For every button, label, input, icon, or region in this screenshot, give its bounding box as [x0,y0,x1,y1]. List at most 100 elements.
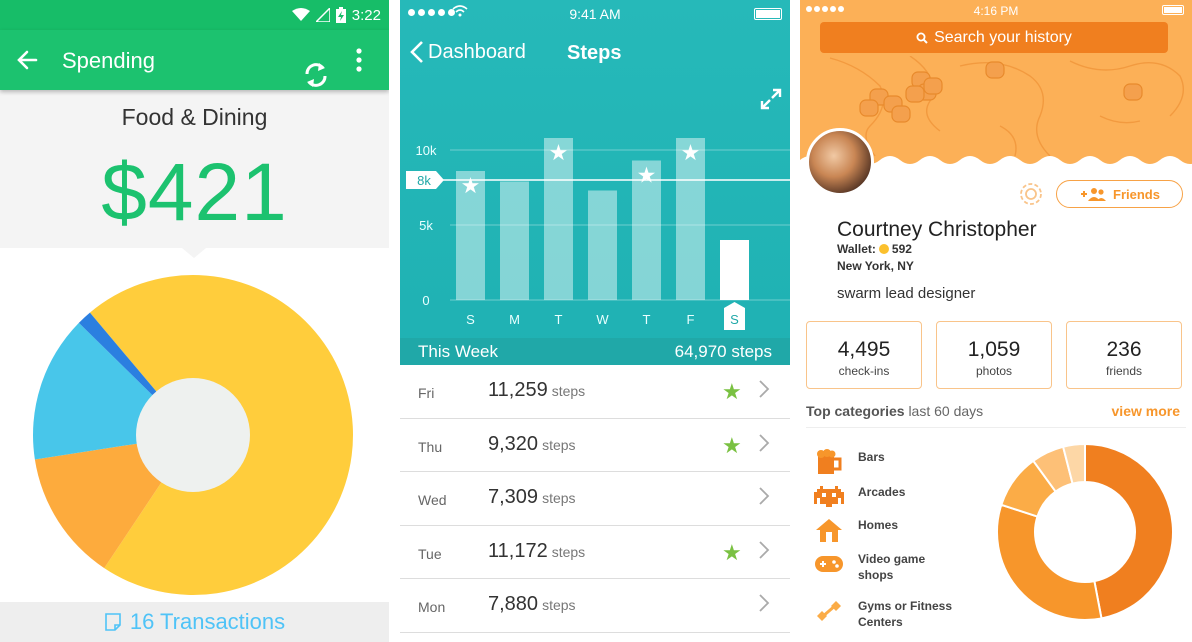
chevron-right-icon [759,487,770,505]
back-button[interactable]: Dashboard [410,40,526,64]
chevron-right-icon [759,380,770,398]
beer-mug-icon [817,449,842,474]
top-categories-header: Top categories last 60 days view more [806,403,1186,419]
day-steps-value: 7,880 [488,593,539,615]
category-item-bars[interactable]: Bars [814,449,885,475]
day-steps-value: 7,309 [488,486,539,508]
week-total: 64,970 steps [674,342,772,361]
day-row[interactable]: Thu 9,320 steps ★ [400,419,790,472]
goal-star-icon: ★ [637,163,657,188]
x-tick-label: T [643,312,651,327]
category-label: Bars [858,450,885,464]
category-donut-chart[interactable] [990,444,1180,620]
world-map-checkins[interactable] [800,56,1192,176]
profile-screen: 4:16 PM Search your history [800,0,1192,642]
x-tick-label: T [555,312,563,327]
category-item-video-game-shops[interactable]: Video game shops [814,551,925,583]
category-label: Video game [858,552,926,566]
step-bar[interactable] [676,138,705,300]
stat-label: photos [975,364,1013,378]
category-summary: Food & Dining $421 [0,90,389,258]
x-tick-label: F [687,312,695,327]
chevron-left-icon [410,41,423,63]
spending-pie-chart[interactable] [30,272,356,598]
stat-photos[interactable]: 1,059 photos [936,321,1052,389]
app-bar: Spending [0,30,389,90]
stat-label: check-ins [838,364,890,378]
status-bar: 4:16 PM [800,0,1192,22]
stat-friends[interactable]: 236 friends [1066,321,1182,389]
search-history-bar[interactable]: Search your history [820,22,1168,53]
chevron-right-icon [759,594,770,612]
back-arrow-icon[interactable] [14,44,42,76]
stat-label: friends [1105,364,1143,378]
coin-icon [878,244,889,254]
day-label: Wed [418,492,447,508]
x-tick-label: S [466,312,475,327]
day-steps-unit: steps [551,543,586,560]
profile-header: 4:16 PM Search your history [800,0,1192,176]
more-vert-icon[interactable] [352,44,366,76]
avatar[interactable] [806,128,874,196]
day-row[interactable]: Fri 11,259 steps ★ [400,365,790,419]
goal-star-icon: ★ [722,539,742,565]
house-icon [816,519,842,542]
day-row[interactable]: Mon 7,880 steps [400,579,790,633]
step-bar[interactable] [632,160,661,301]
day-steps: 9,320 steps [488,433,576,456]
category-item-gyms[interactable]: Gyms or Fitness Centers [814,598,952,630]
day-steps: 7,309 steps [488,486,576,509]
gamepad-icon [815,556,843,572]
category-label: Homes [858,518,899,532]
day-steps-unit: steps [551,383,586,399]
day-row[interactable]: Wed 7,309 steps [400,472,790,526]
wallet: Wallet: 592 [837,242,912,256]
donut-slice[interactable] [996,503,1103,620]
step-bar[interactable] [500,181,529,301]
donut-slice[interactable] [1061,444,1086,485]
refresh-icon[interactable] [302,60,330,90]
category-name: Food & Dining [121,104,268,130]
step-bar[interactable] [544,138,573,300]
x-tick-label: S [730,312,739,327]
status-bar: 3:22 [0,0,389,30]
category-item-homes[interactable]: Homes [814,517,898,543]
page-title: Spending [62,48,155,73]
day-row[interactable]: Tue 11,172 steps ★ [400,526,790,579]
status-time: 4:16 PM [973,4,1019,18]
step-bar[interactable] [588,190,617,301]
category-item-arcades[interactable]: Arcades [814,484,905,510]
step-bar[interactable] [456,171,485,300]
wifi-icon [452,5,468,17]
stat-value: 4,495 [837,338,891,361]
category-label: Arcades [858,485,906,499]
friends-button-label: Friends [1113,186,1160,202]
day-label: Mon [418,599,446,615]
donut-slice[interactable] [1084,444,1174,620]
expand-icon[interactable] [760,88,782,110]
goal-star-icon: ★ [461,173,481,198]
status-time: 9:41 AM [569,6,621,22]
profile-name: Courtney Christopher [837,218,1037,241]
y-tick-label: 5k [419,218,433,233]
add-friends-button[interactable]: Friends [1056,180,1183,208]
view-more-link[interactable]: view more [1111,403,1180,419]
top-categories-label: Top categories [806,403,905,419]
search-placeholder: Search your history [934,28,1072,46]
profile-city: New York, NY [837,259,914,273]
page-title: Steps [567,42,622,64]
transactions-link[interactable]: 16 Transactions [0,602,389,642]
week-summary: This Week 64,970 steps [400,338,790,365]
step-bar[interactable] [720,240,749,300]
goal-star-icon: ★ [681,140,701,165]
x-tick-label: W [596,312,609,327]
gear-icon[interactable] [1017,180,1045,208]
back-label: Dashboard [428,40,526,63]
goal-tag [406,171,444,189]
day-label: Thu [418,438,443,455]
chevron-right-icon [759,540,770,559]
y-tick-label: 0 [422,293,429,308]
day-label: Fri [418,385,435,401]
stat-checkins[interactable]: 4,495 check-ins [806,321,922,389]
category-label: Gyms or Fitness [858,599,953,613]
